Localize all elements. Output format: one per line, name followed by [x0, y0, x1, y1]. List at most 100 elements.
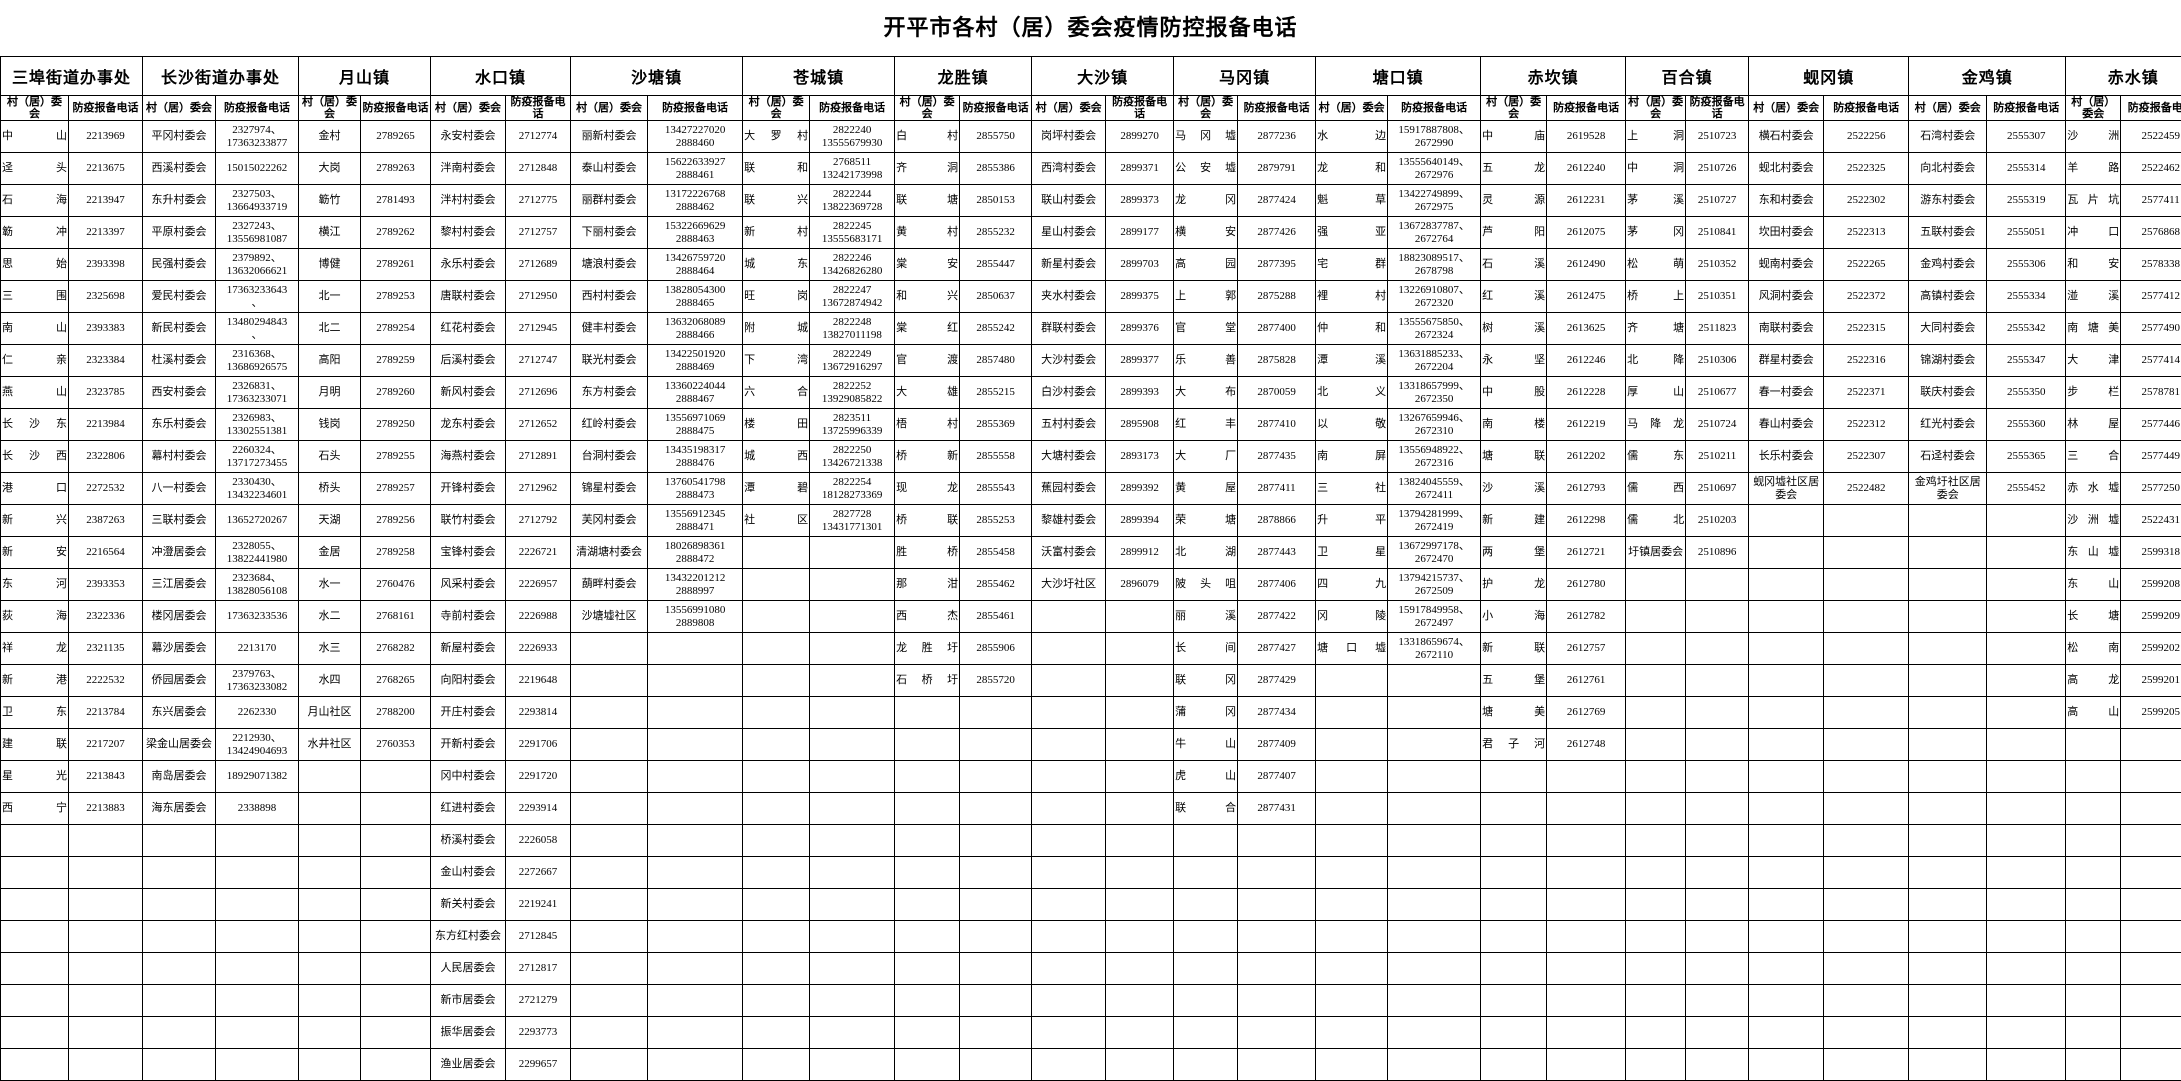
phone-cell	[1686, 825, 1749, 857]
village-cell: 群星村委会	[1749, 345, 1824, 377]
village-cell	[1749, 921, 1824, 953]
village-cell: 星山村委会	[1032, 217, 1106, 249]
village-cell	[1032, 953, 1106, 985]
phone-cell	[810, 537, 895, 569]
village-cell	[143, 1017, 216, 1049]
phone-cell: 2612780	[1547, 569, 1626, 601]
village-cell: 西村村委会	[571, 281, 648, 313]
phone-cell	[1824, 825, 1909, 857]
phone-cell	[1824, 1017, 1909, 1049]
village-cell: 大沙圩社区	[1032, 569, 1106, 601]
phone-cell	[1987, 857, 2066, 889]
village-cell: 黎雄村委会	[1032, 505, 1106, 537]
village-cell	[743, 633, 810, 665]
village-cell	[1316, 1049, 1388, 1081]
phone-cell: 2855461	[960, 601, 1032, 633]
phone-cell: 2788200	[361, 697, 431, 729]
phone-cell: 2522371	[1824, 377, 1909, 409]
group-header-4: 水口镇	[431, 57, 571, 96]
phone-cell: 2325698	[69, 281, 143, 313]
phone-cell: 2612782	[1547, 601, 1626, 633]
phone-cell	[1824, 921, 1909, 953]
village-cell: 蚬北村委会	[1749, 153, 1824, 185]
village-cell: 长沙西	[1, 441, 69, 473]
phone-cell	[1824, 793, 1909, 825]
phone-cell: 2877434	[1238, 697, 1316, 729]
village-cell: 东升村委会	[143, 185, 216, 217]
phone-cell: 13556971069 2888475	[648, 409, 743, 441]
village-cell	[571, 697, 648, 729]
village-cell: 以敬	[1316, 409, 1388, 441]
village-cell	[1909, 633, 1987, 665]
group-header-8: 大沙镇	[1032, 57, 1174, 96]
village-cell: 金村	[299, 121, 361, 153]
phone-cell: 2322336	[69, 601, 143, 633]
village-cell: 红进村委会	[431, 793, 506, 825]
village-cell	[1626, 889, 1686, 921]
village-cell: 茅溪	[1626, 185, 1686, 217]
village-cell: 中庙	[1481, 121, 1547, 153]
phone-cell: 2822247 13672874942	[810, 281, 895, 313]
phone-cell	[361, 857, 431, 889]
phone-cell: 2822245 13555683171	[810, 217, 895, 249]
village-cell	[1626, 601, 1686, 633]
village-cell: 护龙	[1481, 569, 1547, 601]
phone-cell	[1686, 953, 1749, 985]
village-cell: 月山社区	[299, 697, 361, 729]
phone-cell	[361, 889, 431, 921]
village-cell	[1749, 505, 1824, 537]
village-cell: 月明	[299, 377, 361, 409]
village-cell: 爱民村委会	[143, 281, 216, 313]
phone-cell	[216, 1049, 299, 1081]
village-cell: 下湾	[743, 345, 810, 377]
phone-cell: 2712696	[506, 377, 571, 409]
phone-cell: 2555452	[1987, 473, 2066, 505]
village-cell: 大罗村	[743, 121, 810, 153]
phone-cell	[810, 793, 895, 825]
phone-cell: 2522459	[2121, 121, 2181, 153]
village-cell: 四九	[1316, 569, 1388, 601]
village-cell: 振华居委会	[431, 1017, 506, 1049]
village-cell	[1626, 729, 1686, 761]
village-cell	[895, 953, 960, 985]
phone-cell: 2712775	[506, 185, 571, 217]
phone-column-header: 防疫报备电话	[960, 96, 1032, 121]
village-cell: 社区	[743, 505, 810, 537]
phone-cell	[648, 953, 743, 985]
phone-cell: 2213784	[69, 697, 143, 729]
village-cell	[1626, 569, 1686, 601]
phone-cell: 2893173	[1106, 441, 1174, 473]
village-column-header: 村（居）委会	[571, 96, 648, 121]
phone-cell	[648, 793, 743, 825]
phone-cell: 2226721	[506, 537, 571, 569]
phone-cell	[1987, 697, 2066, 729]
village-cell: 联庆村委会	[1909, 377, 1987, 409]
phone-cell: 2822248 13827011198	[810, 313, 895, 345]
phone-cell: 2212930、 13424904693	[216, 729, 299, 761]
village-cell	[1481, 889, 1547, 921]
phone-cell: 17363233536	[216, 601, 299, 633]
village-cell: 东河	[1, 569, 69, 601]
village-cell: 水三	[299, 633, 361, 665]
village-cell: 松萌	[1626, 249, 1686, 281]
village-cell: 开庄村委会	[431, 697, 506, 729]
phone-cell	[648, 857, 743, 889]
village-cell: 蚬南村委会	[1749, 249, 1824, 281]
village-cell: 春山村委会	[1749, 409, 1824, 441]
village-cell: 马冈墟	[1174, 121, 1238, 153]
village-cell	[571, 729, 648, 761]
village-cell	[1909, 505, 1987, 537]
village-cell: 西湾村委会	[1032, 153, 1106, 185]
village-cell: 金鸡圩社区居委会	[1909, 473, 1987, 505]
phone-cell	[2121, 857, 2181, 889]
phone-cell: 2768282	[361, 633, 431, 665]
village-cell: 厚山	[1626, 377, 1686, 409]
village-cell	[1, 1049, 69, 1081]
village-cell	[1316, 921, 1388, 953]
phone-cell: 2855232	[960, 217, 1032, 249]
phone-cell: 2510306	[1686, 345, 1749, 377]
village-cell	[743, 985, 810, 1017]
village-cell	[743, 825, 810, 857]
